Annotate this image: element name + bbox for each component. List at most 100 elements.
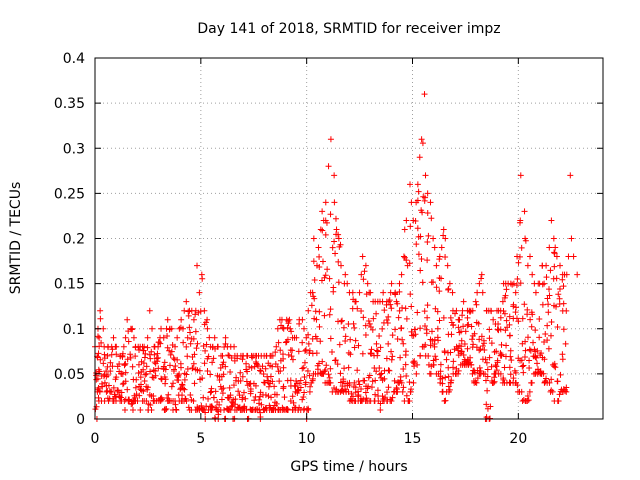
data-point: [475, 320, 482, 327]
data-point: [552, 244, 559, 251]
data-point: [347, 336, 354, 343]
data-point: [541, 280, 548, 287]
data-point: [432, 356, 439, 363]
data-point: [243, 360, 250, 367]
data-point: [482, 356, 489, 363]
data-point: [322, 367, 329, 374]
data-point: [449, 289, 456, 296]
data-point: [134, 397, 141, 404]
data-point: [301, 359, 308, 366]
data-point: [474, 289, 481, 296]
data-point: [385, 384, 392, 391]
data-point: [119, 371, 126, 378]
data-point: [536, 334, 543, 341]
data-point: [236, 392, 243, 399]
data-point: [274, 325, 281, 332]
data-point: [179, 392, 186, 399]
data-point: [321, 274, 328, 281]
data-point: [386, 367, 393, 374]
data-point: [257, 367, 264, 374]
data-point: [476, 280, 483, 287]
data-point: [551, 360, 558, 367]
data-point: [302, 381, 309, 388]
data-point: [340, 376, 347, 383]
data-point: [277, 368, 284, 375]
data-point: [425, 352, 432, 359]
data-point: [456, 342, 463, 349]
data-point: [559, 276, 566, 283]
data-point: [105, 382, 112, 389]
data-point: [524, 262, 531, 269]
data-point: [228, 403, 235, 410]
data-point: [180, 339, 187, 346]
data-point: [499, 298, 506, 305]
data-point: [121, 406, 128, 413]
data-point: [318, 277, 325, 284]
data-point: [448, 331, 455, 338]
data-point: [468, 323, 475, 330]
data-point: [548, 217, 555, 224]
data-point: [414, 197, 421, 204]
data-point: [447, 379, 454, 386]
data-point: [557, 262, 564, 269]
data-point: [481, 340, 488, 347]
data-point: [201, 360, 208, 367]
data-point: [534, 360, 541, 367]
data-point: [417, 267, 424, 274]
data-point: [464, 314, 471, 321]
data-point: [183, 397, 190, 404]
data-point: [150, 367, 157, 374]
data-point: [162, 405, 169, 412]
data-point: [355, 342, 362, 349]
data-point: [319, 208, 326, 215]
data-point: [201, 307, 208, 314]
data-point: [443, 356, 450, 363]
data-point: [546, 379, 553, 386]
data-point: [400, 365, 407, 372]
data-point: [168, 383, 175, 390]
y-tick-label: 0: [76, 412, 85, 428]
data-point: [216, 376, 223, 383]
data-point: [545, 345, 552, 352]
data-point: [144, 334, 151, 341]
data-point: [450, 358, 457, 365]
data-point: [338, 318, 345, 325]
data-point: [175, 374, 182, 381]
data-point: [340, 324, 347, 331]
data-point: [306, 347, 313, 354]
data-point: [376, 333, 383, 340]
data-point: [498, 351, 505, 358]
data-point: [324, 266, 331, 273]
data-point: [154, 350, 161, 357]
data-point: [362, 332, 369, 339]
data-point: [136, 392, 143, 399]
data-point: [400, 340, 407, 347]
data-point: [93, 369, 100, 376]
data-point: [178, 316, 185, 323]
data-point: [381, 307, 388, 314]
data-point: [194, 340, 201, 347]
data-point: [481, 347, 488, 354]
data-point: [362, 389, 369, 396]
data-point: [190, 335, 197, 342]
data-point: [567, 172, 574, 179]
data-point: [477, 346, 484, 353]
data-point: [483, 359, 490, 366]
data-point: [365, 383, 372, 390]
data-point: [430, 235, 437, 242]
data-point: [490, 379, 497, 386]
data-point: [307, 383, 314, 390]
data-point: [551, 249, 558, 256]
x-tick-label: 5: [196, 431, 205, 447]
data-point: [418, 136, 425, 143]
data-point: [95, 350, 102, 357]
data-point: [574, 271, 581, 278]
data-point: [235, 388, 242, 395]
data-point: [508, 357, 515, 364]
data-point: [280, 355, 287, 362]
data-point: [414, 225, 421, 232]
data-point: [430, 361, 437, 368]
data-point: [202, 347, 209, 354]
data-point: [358, 271, 365, 278]
data-point: [497, 370, 504, 377]
